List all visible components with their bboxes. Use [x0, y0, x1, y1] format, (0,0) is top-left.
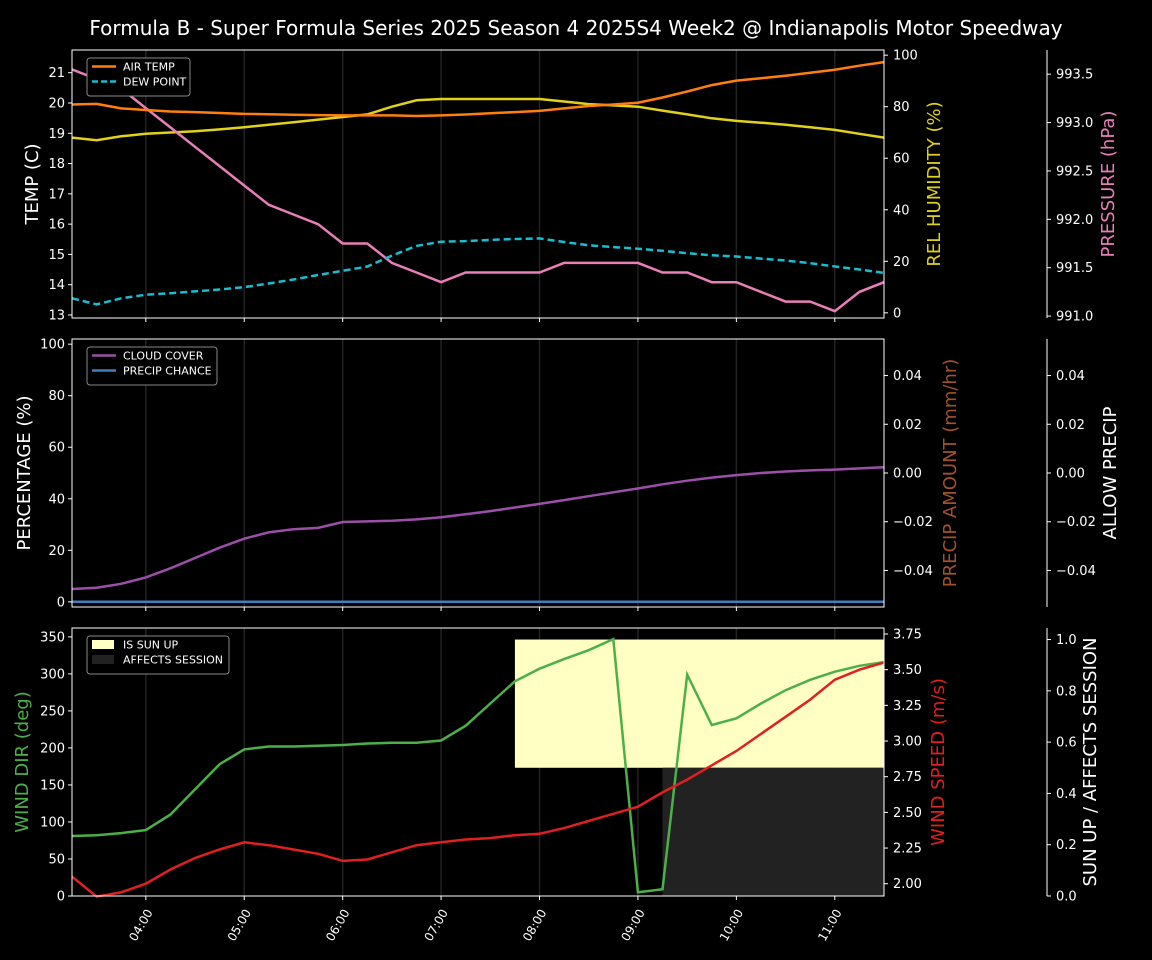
- right-tick-label: 80: [893, 100, 910, 115]
- right-tick-label: 991.0: [1056, 310, 1093, 325]
- left-tick-label: 300: [40, 667, 65, 682]
- right-tick-label: 0.04: [1056, 369, 1085, 384]
- right-tick-label: −0.04: [893, 564, 933, 579]
- right-tick-label: 0.4: [1056, 787, 1077, 802]
- right-tick-label: 100: [893, 49, 918, 64]
- right-tick-label: 0.04: [893, 369, 922, 384]
- left-tick-label: 60: [48, 441, 65, 456]
- left-tick-label: 200: [40, 741, 65, 756]
- left-tick-label: 20: [48, 544, 65, 559]
- left-tick-label: 80: [48, 389, 65, 404]
- sun-up-region: [514, 639, 884, 768]
- left-tick-label: 14: [48, 278, 65, 293]
- right-tick-label: 60: [893, 152, 910, 167]
- legend-swatch: [92, 640, 114, 649]
- y-axis-label-far: SUN UP / AFFECTS SESSION: [1080, 637, 1101, 886]
- panel-frame: [71, 49, 885, 319]
- y-axis-label-far: PRESSURE (hPa): [1098, 111, 1119, 258]
- left-tick-label: 21: [48, 66, 65, 81]
- cloud-cover-line: [71, 466, 885, 591]
- air-temp-line: [71, 60, 885, 118]
- right-tick-label: 20: [893, 255, 910, 270]
- right-tick-label: 2.75: [893, 770, 922, 785]
- left-tick-label: 17: [48, 187, 65, 202]
- left-tick-label: 150: [40, 778, 65, 793]
- dew-point-line: [71, 237, 885, 306]
- right-tick-label: 0.8: [1056, 684, 1077, 699]
- left-tick-label: 13: [48, 308, 65, 323]
- humidity-line: [71, 97, 885, 142]
- left-tick-label: 350: [40, 630, 65, 645]
- legend-label: PRECIP CHANCE: [123, 365, 212, 378]
- y-axis-label-right: WIND SPEED (m/s): [928, 678, 949, 846]
- right-tick-label: 2.00: [893, 877, 922, 892]
- chart-title: Formula B - Super Formula Series 2025 Se…: [89, 16, 1062, 40]
- right-tick-label: 3.00: [893, 735, 922, 750]
- plot-layer: 13 14 15 16 17 18 19 20 21 0 20 40 60 80 100 991.0 991.5…: [12, 49, 1121, 944]
- right-tick-label: 992.5: [1056, 164, 1093, 179]
- right-tick-label: 0.6: [1056, 736, 1077, 751]
- right-tick-label: 0.0: [1056, 890, 1077, 905]
- legend-box: [86, 346, 218, 386]
- y-axis-label-far: ALLOW PRECIP: [1100, 406, 1121, 539]
- left-tick-label: 16: [48, 218, 65, 233]
- right-tick-label: −0.02: [893, 515, 933, 530]
- affects-session-region: [662, 767, 884, 896]
- wind-dir-line: [71, 637, 885, 894]
- left-tick-label: 20: [48, 96, 65, 111]
- left-tick-label: 0: [57, 890, 65, 905]
- left-tick-label: 100: [40, 338, 65, 353]
- left-tick-label: 50: [48, 852, 65, 867]
- legend-label: DEW POINT: [123, 76, 187, 89]
- left-tick-label: 19: [48, 127, 65, 142]
- left-tick-label: 0: [57, 595, 65, 610]
- right-tick-label: 2.50: [893, 806, 922, 821]
- legend-label: IS SUN UP: [123, 639, 179, 652]
- y-axis-label-right: REL HUMIDITY (%): [924, 101, 945, 266]
- pressure-line: [71, 68, 885, 313]
- right-tick-label: 3.75: [893, 627, 922, 642]
- right-tick-label: −0.04: [1056, 564, 1096, 579]
- right-tick-label: 1.0: [1056, 633, 1077, 648]
- legend-swatch: [92, 655, 114, 664]
- y-axis-label-left: PERCENTAGE (%): [14, 395, 35, 550]
- right-tick-label: 2.25: [893, 842, 922, 857]
- right-tick-label: 0.02: [893, 418, 922, 433]
- right-tick-label: 0.2: [1056, 838, 1077, 853]
- right-tick-label: 40: [893, 203, 910, 218]
- right-tick-label: −0.02: [1056, 515, 1096, 530]
- y-axis-label-right: PRECIP AMOUNT (mm/hr): [940, 359, 961, 588]
- right-tick-label: 0: [893, 306, 901, 321]
- left-tick-label: 250: [40, 704, 65, 719]
- wind-speed-line: [71, 661, 885, 898]
- legend-label: CLOUD COVER: [123, 350, 204, 363]
- right-tick-label: 0.00: [1056, 467, 1085, 482]
- legend-label: AFFECTS SESSION: [123, 654, 223, 667]
- right-tick-label: 0.02: [1056, 418, 1085, 433]
- right-tick-label: 3.25: [893, 699, 922, 714]
- left-tick-label: 18: [48, 157, 65, 172]
- right-tick-label: 993.5: [1056, 68, 1093, 83]
- right-tick-label: 992.0: [1056, 213, 1093, 228]
- right-tick-label: 0.00: [893, 467, 922, 482]
- left-tick-label: 15: [48, 248, 65, 263]
- right-tick-label: 3.50: [893, 663, 922, 678]
- legend-box: [86, 635, 230, 675]
- right-tick-label: 991.5: [1056, 261, 1093, 276]
- right-tick-label: 993.0: [1056, 116, 1093, 131]
- legend-label: AIR TEMP: [123, 61, 175, 74]
- y-axis-label-left: WIND DIR (deg): [12, 691, 33, 833]
- left-tick-label: 100: [40, 815, 65, 830]
- y-axis-label-left: TEMP (C): [22, 143, 43, 225]
- panel-frame: [71, 627, 885, 897]
- left-tick-label: 40: [48, 492, 65, 507]
